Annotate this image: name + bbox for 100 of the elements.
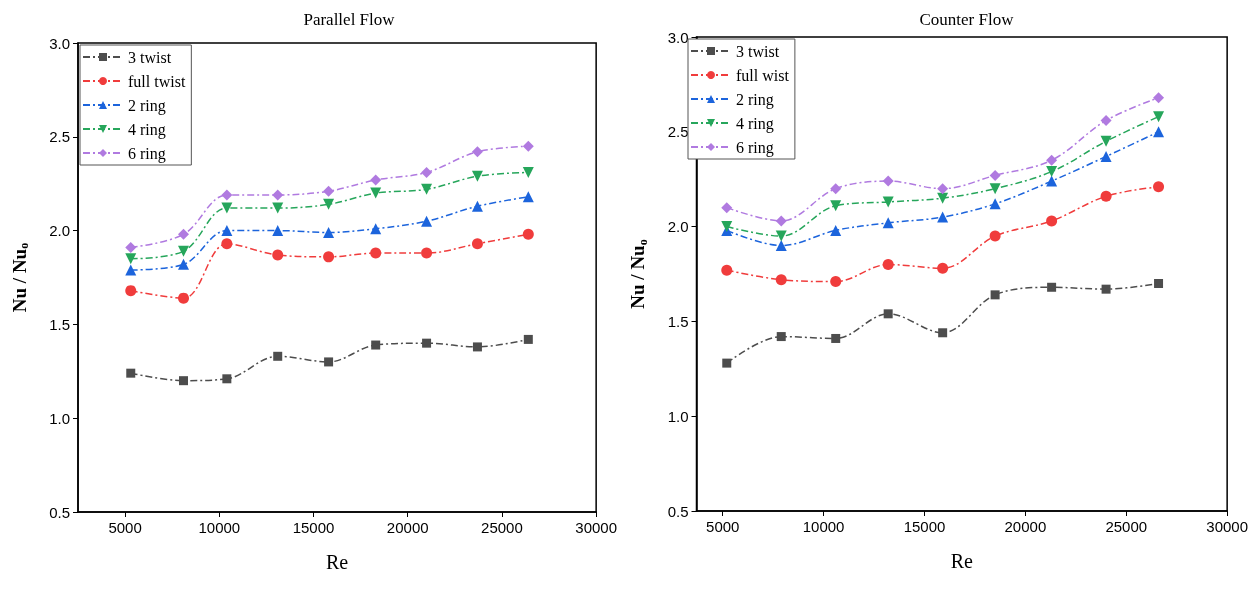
point	[1153, 181, 1165, 193]
x-tick-label: 15000	[903, 518, 946, 535]
point	[1046, 166, 1058, 178]
point	[324, 357, 334, 367]
point	[831, 333, 841, 343]
y-axis-title: Nu / Nuo	[627, 239, 650, 309]
point	[125, 241, 137, 253]
point	[883, 309, 893, 319]
point	[989, 230, 1001, 242]
point	[522, 166, 534, 178]
point	[421, 215, 433, 227]
point	[989, 169, 1001, 181]
point	[422, 338, 432, 348]
point	[938, 328, 948, 338]
point	[1100, 135, 1112, 147]
legend-label: 4 ring	[736, 114, 774, 133]
point	[1046, 215, 1058, 227]
point	[125, 285, 137, 297]
y-tick-label: 1.5	[49, 315, 70, 333]
point	[471, 146, 483, 158]
point	[370, 223, 382, 235]
point	[1046, 175, 1058, 187]
point	[776, 332, 786, 342]
point	[830, 276, 842, 288]
point	[370, 174, 382, 186]
point	[471, 238, 483, 250]
point	[522, 140, 534, 152]
y-tick-label: 2.5	[667, 123, 689, 141]
point	[522, 228, 534, 240]
point	[522, 191, 534, 203]
x-tick-label: 30000	[1206, 518, 1248, 535]
x-tick-label: 15000	[292, 519, 335, 536]
x-tick-label: 20000	[1004, 518, 1047, 535]
x-tick-label: 25000	[1105, 518, 1148, 535]
chart-title: Parallel Flow	[303, 10, 396, 29]
point	[179, 376, 189, 386]
point	[221, 189, 233, 201]
point	[421, 166, 433, 178]
point	[775, 230, 787, 242]
x-axis-title: Re	[950, 550, 974, 572]
point	[882, 196, 894, 208]
point	[125, 253, 137, 265]
point	[830, 183, 842, 195]
legend-label: 6 ring	[128, 144, 166, 163]
point	[830, 200, 842, 212]
point	[1100, 190, 1112, 202]
point	[323, 185, 335, 197]
point	[178, 228, 190, 240]
y-tick-label: 3.0	[49, 34, 70, 52]
legend-label: full wist	[736, 66, 790, 84]
chart-title: Counter Flow	[919, 10, 1015, 29]
y-tick-label: 2.0	[49, 222, 70, 240]
x-tick-label: 30000	[575, 519, 617, 536]
point	[178, 258, 190, 270]
x-tick-label: 10000	[198, 519, 241, 536]
y-tick-label: 1.5	[667, 312, 689, 330]
point	[421, 183, 433, 195]
x-tick-label: 25000	[481, 519, 523, 536]
point	[178, 292, 190, 304]
point	[222, 374, 232, 384]
point	[1153, 126, 1165, 138]
point	[421, 247, 433, 259]
point	[775, 240, 787, 252]
point	[273, 351, 283, 361]
point	[830, 224, 842, 236]
point	[221, 225, 233, 237]
point	[721, 264, 733, 276]
y-tick-label: 1.0	[49, 409, 70, 427]
point	[125, 264, 137, 276]
point	[990, 290, 1000, 300]
point	[221, 202, 233, 214]
point	[937, 262, 949, 274]
point	[882, 217, 894, 229]
point	[370, 187, 382, 199]
point	[178, 245, 190, 257]
legend-label: full twist	[128, 72, 186, 90]
point	[722, 358, 732, 368]
y-tick-label: 2.5	[49, 128, 70, 146]
legend-label: 3 twist	[128, 48, 172, 66]
x-tick-label: 5000	[108, 519, 142, 536]
legend-label: 2 ring	[736, 90, 774, 109]
point	[721, 202, 733, 214]
point	[323, 198, 335, 210]
point	[1047, 282, 1057, 292]
point	[221, 238, 233, 250]
point	[937, 211, 949, 223]
point	[323, 226, 335, 238]
x-tick-label: 5000	[706, 518, 740, 535]
point	[471, 200, 483, 212]
point	[882, 259, 894, 271]
legend-label: 3 twist	[736, 42, 780, 60]
point	[370, 247, 382, 259]
point	[775, 274, 787, 286]
legend-label: 6 ring	[736, 138, 774, 157]
y-tick-label: 3.0	[667, 28, 689, 46]
point	[1154, 278, 1164, 288]
point	[1101, 284, 1111, 294]
x-axis-title: Re	[325, 551, 349, 573]
y-axis-title: Nu / Nuo	[8, 242, 31, 313]
point	[989, 183, 1001, 195]
